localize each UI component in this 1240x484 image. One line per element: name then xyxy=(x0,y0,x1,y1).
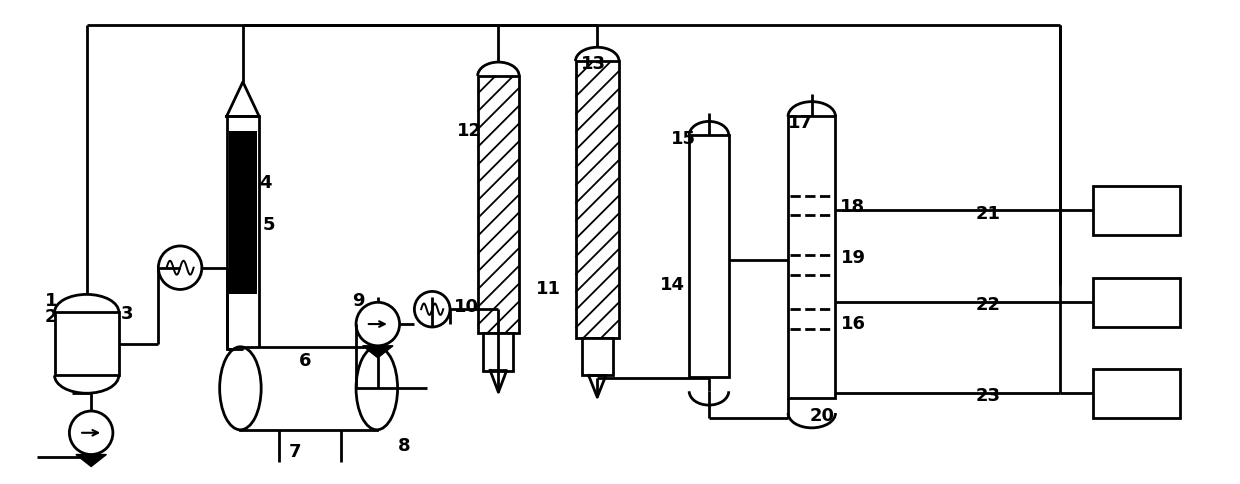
Polygon shape xyxy=(76,454,107,467)
Circle shape xyxy=(69,411,113,454)
Bar xyxy=(1092,368,1179,418)
Text: 22: 22 xyxy=(976,296,1001,314)
Text: 16: 16 xyxy=(841,315,866,333)
Bar xyxy=(227,117,259,349)
Text: 19: 19 xyxy=(841,249,866,267)
Bar xyxy=(55,312,119,376)
Bar xyxy=(575,61,619,338)
Bar xyxy=(484,333,513,371)
Bar xyxy=(477,76,520,333)
Bar xyxy=(689,135,729,378)
Polygon shape xyxy=(362,346,393,358)
Circle shape xyxy=(356,302,399,346)
Text: 23: 23 xyxy=(976,387,1001,405)
Text: 3: 3 xyxy=(120,305,133,323)
Bar xyxy=(228,131,257,294)
Polygon shape xyxy=(227,82,259,117)
Text: 20: 20 xyxy=(810,407,835,425)
Text: 7: 7 xyxy=(289,442,301,461)
Text: 10: 10 xyxy=(454,298,479,316)
Circle shape xyxy=(414,291,450,327)
Text: 9: 9 xyxy=(352,292,365,310)
Ellipse shape xyxy=(356,347,398,430)
Text: 13: 13 xyxy=(580,55,605,73)
Text: 12: 12 xyxy=(456,122,482,140)
Text: 11: 11 xyxy=(536,280,560,299)
Text: 5: 5 xyxy=(262,216,274,234)
Text: 18: 18 xyxy=(839,198,864,216)
Bar xyxy=(1092,186,1179,235)
Text: 1: 1 xyxy=(45,292,57,310)
Text: 6: 6 xyxy=(299,351,311,370)
Text: 17: 17 xyxy=(789,114,813,133)
Text: 21: 21 xyxy=(976,205,1001,223)
Circle shape xyxy=(159,246,202,289)
Text: 8: 8 xyxy=(398,437,410,454)
Bar xyxy=(241,347,377,430)
Bar xyxy=(582,338,613,376)
Text: 4: 4 xyxy=(259,174,272,192)
Text: 14: 14 xyxy=(660,275,684,293)
Bar xyxy=(1092,278,1179,327)
Text: 15: 15 xyxy=(671,130,697,148)
Text: 2: 2 xyxy=(45,308,57,326)
Ellipse shape xyxy=(219,347,262,430)
Bar xyxy=(789,117,836,398)
